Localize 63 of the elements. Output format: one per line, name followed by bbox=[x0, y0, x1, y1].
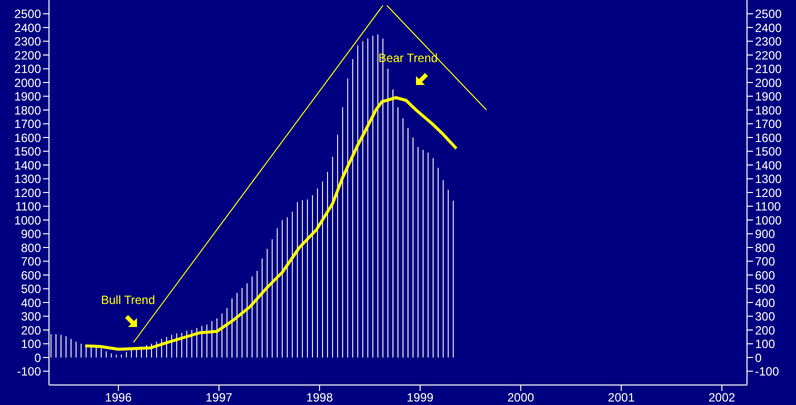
y2-tick-label: 200 bbox=[755, 323, 776, 338]
y-tick-label: 700 bbox=[20, 254, 42, 269]
y-tick-label: 1500 bbox=[14, 144, 42, 159]
y2-tick-label: 500 bbox=[755, 282, 776, 296]
y2-tick-label: 1400 bbox=[755, 158, 782, 172]
y2-tick-label: 1200 bbox=[755, 186, 782, 200]
annotation: Bull Trend bbox=[100, 293, 156, 308]
y-tick-label: 1700 bbox=[14, 117, 42, 132]
line-series bbox=[84, 96, 458, 351]
y2-tick-label: 1300 bbox=[755, 172, 782, 186]
y2-tick-label: 2100 bbox=[755, 62, 782, 76]
y2-tick-label: 2400 bbox=[755, 20, 782, 35]
y-tick-label: 2100 bbox=[14, 62, 42, 76]
y2-tick-label: 900 bbox=[755, 227, 776, 242]
x-tick-label: 1997 bbox=[206, 390, 233, 405]
y2-tick-label: 800 bbox=[755, 240, 776, 255]
x-tick-label: 1998 bbox=[306, 390, 334, 405]
y-tick-label: 400 bbox=[20, 296, 42, 310]
y2-tick-label: 1000 bbox=[755, 213, 782, 228]
y-tick-label: 0 bbox=[34, 350, 42, 365]
y-tick-label: 1000 bbox=[14, 213, 42, 228]
y-tick-label: 1600 bbox=[14, 130, 42, 145]
x-tick-label: 1996 bbox=[105, 390, 132, 405]
y-tick-label: 500 bbox=[20, 282, 42, 296]
y-tick-label: -100 bbox=[16, 364, 42, 379]
y2-tick-label: 1900 bbox=[755, 90, 782, 104]
y-tick-label: 1800 bbox=[14, 103, 42, 118]
y2-tick-label: 300 bbox=[755, 310, 776, 324]
x-tick-label: 2000 bbox=[507, 390, 534, 405]
y-tick-label: 1400 bbox=[14, 158, 42, 172]
y-tick-label: 2200 bbox=[14, 48, 42, 62]
y-tick-label: 1100 bbox=[15, 200, 42, 214]
y-tick-label: 200 bbox=[20, 323, 42, 338]
x-tick-label: 2001 bbox=[608, 390, 635, 405]
y-tick-label: 1900 bbox=[14, 90, 42, 104]
y-tick-label: 2000 bbox=[14, 76, 42, 90]
y2-tick-label: 1700 bbox=[755, 117, 782, 132]
y2-tick-label: 600 bbox=[755, 268, 776, 282]
y2-tick-label: 100 bbox=[755, 337, 776, 352]
y2-tick-label: -100 bbox=[755, 364, 780, 379]
y2-tick-label: 1800 bbox=[755, 103, 782, 118]
y-tick-label: 2400 bbox=[14, 20, 42, 35]
y-tick-label: 1300 bbox=[14, 172, 42, 186]
y-tick-label: 900 bbox=[20, 227, 42, 242]
x-tick-label: 1999 bbox=[406, 390, 434, 405]
y2-tick-label: 1600 bbox=[755, 130, 782, 145]
y-tick-label: 1200 bbox=[14, 186, 42, 200]
y-tick-label: 800 bbox=[20, 240, 42, 255]
y-tick-label: 300 bbox=[20, 310, 42, 324]
y2-tick-label: 1100 bbox=[755, 200, 782, 214]
y2-tick-label: 2000 bbox=[755, 76, 782, 90]
y2-tick-label: 400 bbox=[755, 296, 776, 310]
x-tick-label: 2002 bbox=[708, 390, 736, 405]
y2-tick-label: 1500 bbox=[755, 144, 782, 159]
y-tick-label: 600 bbox=[20, 268, 42, 282]
y2-tick-label: 2500 bbox=[755, 7, 782, 22]
y2-tick-label: 2300 bbox=[755, 34, 782, 49]
y-tick-label: 2300 bbox=[14, 34, 42, 49]
y2-tick-label: 0 bbox=[755, 350, 762, 365]
y-tick-label: 100 bbox=[20, 337, 42, 352]
y2-tick-label: 2200 bbox=[755, 48, 782, 62]
y-tick-label: 2500 bbox=[14, 7, 42, 22]
y2-tick-label: 700 bbox=[755, 254, 776, 269]
